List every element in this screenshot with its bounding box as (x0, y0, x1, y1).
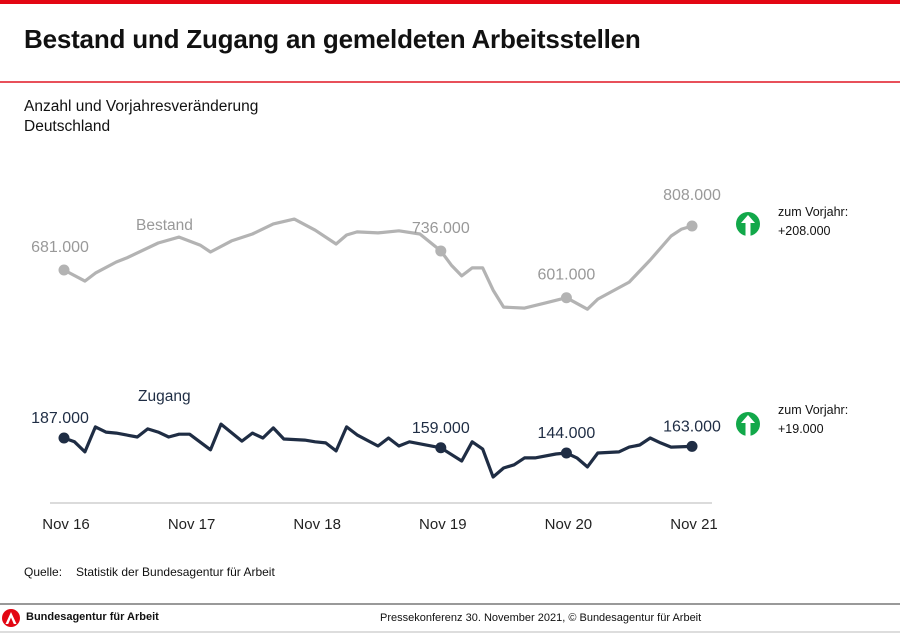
yoy-zugang: zum Vorjahr: +19.000 (778, 401, 848, 439)
yoy-value: +208.000 (778, 224, 831, 238)
yoy-bestand: zum Vorjahr: +208.000 (778, 203, 848, 241)
yoy-label: zum Vorjahr: (778, 403, 849, 417)
footer-divider (0, 603, 900, 605)
arrow-up-icon (736, 412, 760, 436)
footer-bottom-line (0, 631, 900, 633)
x-tick-label: Nov 16 (42, 516, 90, 533)
subtitle-line1: Anzahl und Vorjahresveränderung (24, 98, 259, 115)
data-point-marker (58, 432, 70, 444)
page-title: Bestand und Zugang an gemeldeten Arbeits… (24, 24, 641, 54)
data-point-marker (686, 220, 698, 232)
series-line-zugang (63, 422, 693, 479)
series-label-zugang: Zugang (138, 388, 191, 405)
yoy-value: +19.000 (778, 422, 824, 436)
data-label: 808.000 (663, 187, 721, 204)
yoy-label: zum Vorjahr: (778, 205, 849, 219)
data-point-marker (58, 264, 70, 276)
top-accent-bar (0, 0, 900, 4)
series-line-bestand (63, 217, 693, 311)
data-label: 159.000 (412, 420, 470, 437)
data-point-marker (560, 292, 572, 304)
data-label: 144.000 (537, 425, 595, 442)
data-label: 681.000 (31, 239, 89, 256)
x-tick-label: Nov 17 (168, 516, 216, 533)
series-label-bestand: Bestand (136, 217, 193, 234)
x-tick-label: Nov 21 (670, 516, 718, 533)
title-divider (0, 81, 900, 83)
data-label: 187.000 (31, 410, 89, 427)
x-tick-label: Nov 20 (545, 516, 593, 533)
ba-logo-icon (2, 609, 20, 627)
footer-press: Pressekonferenz 30. November 2021, © Bun… (380, 612, 702, 624)
data-point-marker (686, 440, 698, 452)
data-label: 736.000 (412, 220, 470, 237)
data-point-marker (435, 442, 447, 454)
data-point-marker (560, 447, 572, 459)
data-label: 601.000 (537, 267, 595, 284)
x-tick-label: Nov 18 (293, 516, 341, 533)
data-label: 163.000 (663, 418, 721, 435)
data-point-marker (435, 245, 447, 257)
source-label: Quelle: (24, 565, 63, 579)
source-note: Quelle: Statistik der Bundesagentur für A… (24, 565, 275, 579)
x-tick-label: Nov 19 (419, 516, 467, 533)
subtitle-line2: Deutschland (24, 118, 111, 135)
source-text: Statistik der Bundesagentur für Arbeit (76, 565, 275, 579)
arrow-up-icon (736, 212, 760, 236)
footer-brand: Bundesagentur für Arbeit (26, 611, 159, 623)
